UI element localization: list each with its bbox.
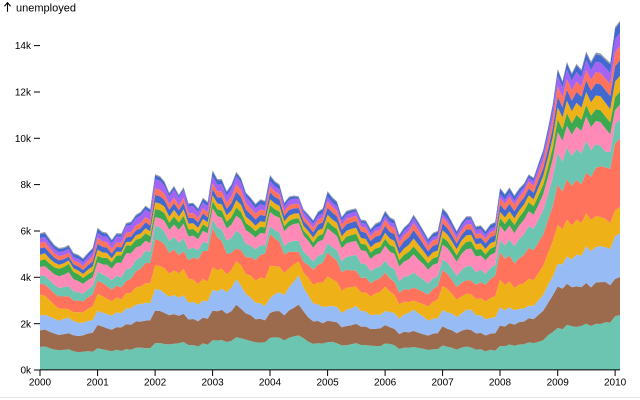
svg-text:6k: 6k xyxy=(20,227,32,238)
svg-text:2005: 2005 xyxy=(316,378,339,389)
svg-text:unemployed: unemployed xyxy=(16,2,76,14)
svg-text:2006: 2006 xyxy=(374,378,397,389)
svg-text:10k: 10k xyxy=(15,134,32,145)
svg-text:2k: 2k xyxy=(20,319,32,330)
svg-text:8k: 8k xyxy=(20,180,32,191)
svg-text:2007: 2007 xyxy=(431,378,454,389)
svg-text:2010: 2010 xyxy=(604,378,627,389)
svg-text:14k: 14k xyxy=(15,41,32,52)
svg-text:2004: 2004 xyxy=(259,378,282,389)
svg-text:2000: 2000 xyxy=(29,378,52,389)
svg-text:2009: 2009 xyxy=(547,378,570,389)
svg-text:2003: 2003 xyxy=(201,378,224,389)
svg-text:4k: 4k xyxy=(20,273,32,284)
svg-text:2002: 2002 xyxy=(144,378,167,389)
svg-text:2001: 2001 xyxy=(86,378,109,389)
svg-text:12k: 12k xyxy=(15,88,32,99)
svg-text:2008: 2008 xyxy=(489,378,512,389)
svg-text:0k: 0k xyxy=(20,366,32,377)
